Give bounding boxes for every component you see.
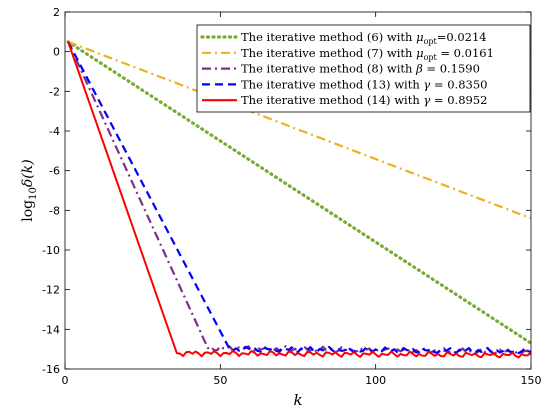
- plot-lines: [66, 40, 533, 359]
- y-tick-label: -2: [49, 85, 60, 98]
- x-axis-label: k: [293, 391, 302, 409]
- axes-box: [64, 11, 532, 370]
- x-tick-label: 0: [62, 374, 69, 387]
- y-tick-label: -8: [49, 204, 60, 217]
- x-tick-label: 50: [213, 374, 227, 387]
- legend-entry-4: The iterative method (13) with γ = 0.835…: [241, 77, 487, 91]
- y-tick-label: -6: [49, 165, 60, 178]
- legend-entry-5: The iterative method (14) with γ = 0.895…: [241, 93, 487, 107]
- legend-entry-3: The iterative method (8) with β = 0.1590: [241, 62, 480, 76]
- series-line-1: [66, 40, 533, 345]
- y-tick-label: -14: [42, 323, 60, 336]
- y-tick-label: 2: [53, 6, 60, 19]
- series-line-5: [67, 41, 532, 359]
- y-tick-label: -12: [42, 284, 60, 297]
- y-tick-label: 0: [53, 46, 60, 59]
- legend-entry-1: The iterative method (6) with μopt=0.021…: [241, 30, 487, 46]
- legend-entry-2: The iterative method (7) with μopt = 0.0…: [241, 46, 494, 62]
- x-tick-label: 100: [365, 374, 386, 387]
- series-line-3: [67, 41, 532, 356]
- y-tick-label: -10: [42, 244, 60, 257]
- series-line-4: [67, 41, 532, 355]
- legend: The iterative method (6) with μopt=0.021…: [196, 24, 531, 113]
- y-tick-label: -4: [49, 125, 60, 138]
- x-tick-label: 150: [521, 374, 542, 387]
- legend-box: [196, 24, 531, 113]
- y-axis-label: log10δ(k): [20, 159, 39, 221]
- series-line-2: [67, 40, 532, 220]
- y-tick-label: -16: [42, 363, 60, 376]
